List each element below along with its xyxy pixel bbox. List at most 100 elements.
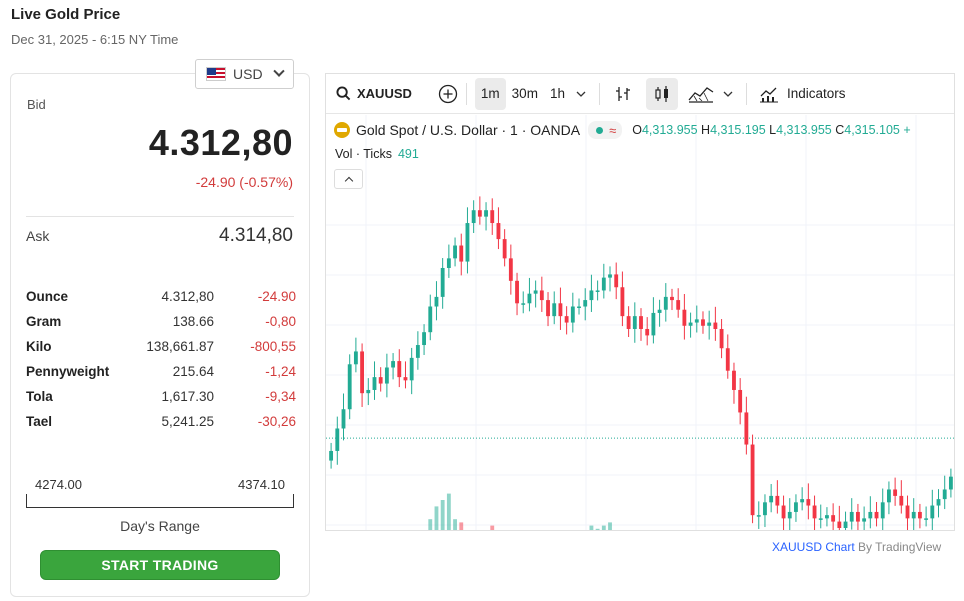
collapse-legend-button[interactable]	[334, 169, 363, 189]
candle-body	[465, 223, 470, 262]
candle-body	[899, 495, 904, 506]
unit-price: 5,241.25	[161, 414, 214, 429]
unit-row-kilo: Kilo 138,661.87 -800,55	[26, 336, 296, 361]
candle-body	[744, 412, 749, 445]
volume-bar	[428, 519, 433, 530]
candle-body	[806, 499, 811, 506]
interval-1m[interactable]: 1m	[474, 77, 506, 110]
candle-body	[911, 511, 916, 519]
area-chart-icon	[688, 86, 714, 103]
candle-body	[347, 364, 352, 410]
unit-row-pennyweight: Pennyweight 215.64 -1,24	[26, 361, 296, 386]
candle-body	[502, 239, 507, 259]
candle-body	[663, 296, 668, 310]
candle-body	[794, 502, 798, 512]
tradingview-attribution[interactable]: XAUUSD Chart By TradingView	[772, 540, 941, 554]
candle-body	[682, 309, 687, 326]
interval-30m[interactable]: 30m	[511, 86, 538, 101]
candle-body	[577, 306, 581, 309]
bar-chart-type-button[interactable]	[608, 78, 638, 110]
interval-dropdown[interactable]	[571, 78, 591, 110]
candle-body	[595, 290, 600, 292]
open-label: O	[632, 123, 642, 137]
candle-body	[825, 515, 829, 519]
unit-change: -0,80	[265, 314, 296, 329]
us-flag-icon	[206, 67, 226, 81]
chart-type-dropdown[interactable]	[718, 78, 738, 110]
unit-name: Gram	[26, 314, 62, 329]
candle-body	[948, 476, 953, 490]
candle-body	[725, 348, 730, 371]
candlestick-chart[interactable]	[326, 115, 955, 531]
bid-label: Bid	[27, 97, 46, 112]
candle-body	[880, 502, 885, 519]
range-high: 4374.10	[238, 477, 285, 492]
candles-chart-type-button[interactable]	[645, 77, 678, 110]
volume-bar	[446, 493, 451, 530]
tradingview-chart-widget[interactable]: XAUUSD 1m 30m 1h Indicators	[325, 73, 955, 531]
candle-body	[837, 521, 842, 528]
high-label: H	[701, 123, 711, 137]
unit-name: Ounce	[26, 289, 69, 304]
candle-body	[397, 361, 402, 378]
unit-price: 215.64	[172, 364, 214, 379]
indicators-button[interactable]: Indicators	[755, 78, 850, 110]
candle-body	[415, 345, 420, 358]
candle-body	[936, 499, 941, 506]
chevron-down-icon	[272, 65, 285, 77]
candle-body	[477, 210, 482, 217]
low-label: L	[769, 123, 777, 137]
unit-change: -24.90	[257, 289, 296, 304]
day-range-label: Day's Range	[120, 518, 200, 534]
candle-body	[440, 267, 445, 297]
candle-body	[763, 502, 767, 516]
candle-body	[856, 511, 860, 522]
candle-body	[769, 495, 774, 503]
candle-body	[601, 277, 606, 291]
gold-symbol-icon	[334, 122, 350, 138]
chart-toolbar: XAUUSD 1m 30m 1h Indicators	[326, 74, 954, 114]
attribution-link[interactable]: XAUUSD Chart	[772, 540, 855, 554]
chevron-down-icon	[576, 91, 586, 97]
candle-body	[484, 210, 488, 217]
candle-body	[632, 316, 637, 329]
symbol-search-button[interactable]: XAUUSD	[336, 78, 412, 110]
candle-body	[688, 322, 693, 326]
candle-body	[335, 428, 340, 451]
volume-bar	[595, 528, 600, 530]
candle-body	[657, 309, 662, 313]
start-trading-button[interactable]: START TRADING	[40, 550, 280, 580]
chart-legend: Gold Spot / U.S. Dollar · 1 · OANDA ≈ O4…	[334, 121, 911, 139]
candle-body	[893, 489, 898, 496]
indicators-label: Indicators	[786, 86, 846, 101]
range-low: 4274.00	[35, 477, 82, 492]
candle-body	[459, 245, 464, 262]
bars-icon	[615, 86, 630, 101]
candle-body	[533, 290, 538, 294]
volume-bar	[459, 522, 464, 530]
compare-symbol-button[interactable]	[438, 78, 458, 110]
candle-body	[422, 332, 426, 346]
unit-change: -9,34	[265, 389, 296, 404]
candle-body	[446, 258, 451, 268]
market-status-pill[interactable]: ≈	[588, 121, 623, 139]
unit-price-table: Ounce 4.312,80 -24.90 Gram 138.66 -0,80 …	[26, 286, 296, 436]
interval-1h[interactable]: 1h	[549, 86, 565, 101]
candle-body	[366, 389, 371, 394]
candle-body	[781, 505, 786, 519]
ask-label: Ask	[26, 228, 50, 244]
unit-price: 138,661.87	[146, 339, 214, 354]
candle-body	[434, 296, 439, 307]
candle-body	[453, 245, 457, 259]
chevron-up-icon	[344, 176, 353, 185]
volume-bar	[490, 525, 495, 530]
currency-dropdown[interactable]: USD	[195, 59, 294, 89]
candle-body	[353, 351, 358, 365]
candle-body	[905, 505, 910, 519]
candle-body	[917, 511, 922, 519]
candle-body	[384, 367, 389, 384]
area-chart-type-button[interactable]	[684, 78, 718, 110]
candle-body	[787, 511, 792, 519]
candle-body	[930, 505, 935, 519]
candle-body	[558, 303, 563, 317]
